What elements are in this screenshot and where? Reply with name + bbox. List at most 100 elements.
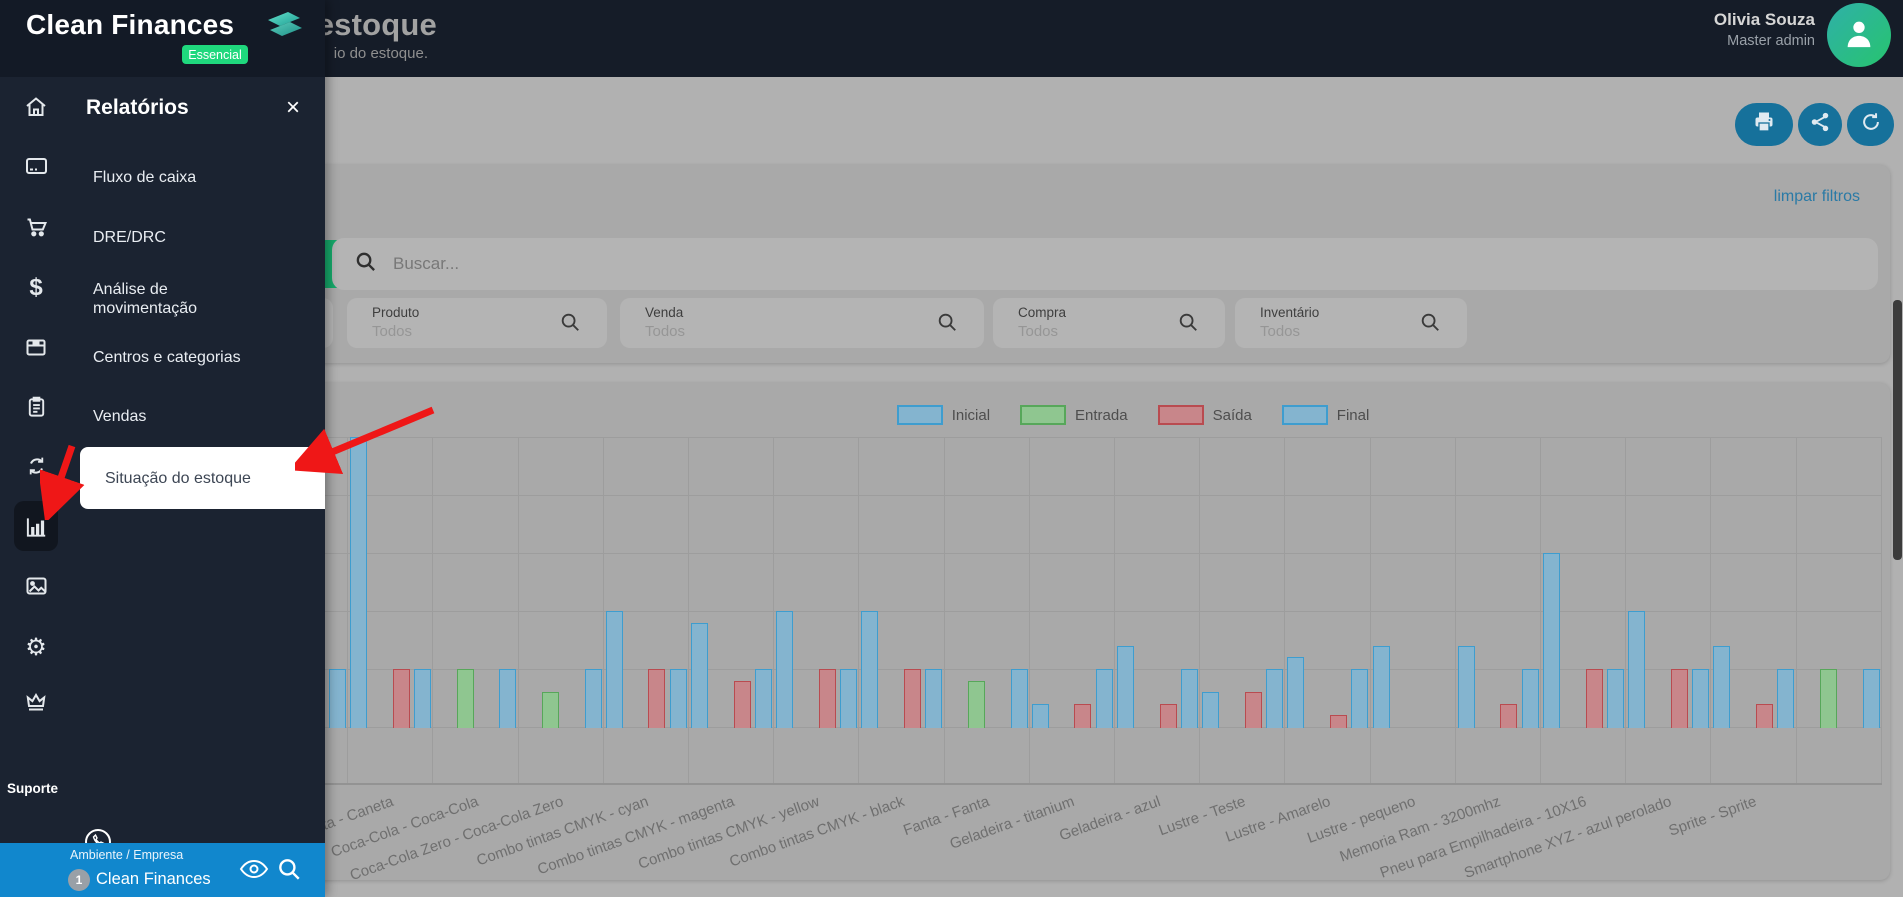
search-icon	[354, 250, 377, 278]
filter-value: Todos	[1260, 323, 1301, 340]
drawer-item-6[interactable]: Situação do estoque	[80, 447, 325, 509]
user-name: Olivia Souza	[1713, 10, 1815, 29]
gridline	[262, 437, 1882, 438]
bar-saída	[733, 680, 751, 728]
bar-saída	[1500, 703, 1518, 728]
gridline	[432, 437, 434, 783]
gridline	[347, 437, 349, 783]
drawer-item-4[interactable]: Centros e categorias	[93, 349, 241, 366]
bar-inicial	[861, 611, 879, 728]
share-button[interactable]	[1798, 103, 1842, 146]
bar-saída	[1585, 669, 1603, 728]
bar-saída	[1756, 703, 1773, 728]
bar-final	[1095, 669, 1113, 728]
sidebar-item-credit-card[interactable]	[0, 146, 72, 186]
bar-final	[499, 669, 517, 728]
drawer-item-5[interactable]: Vendas	[93, 408, 147, 425]
company-search-icon[interactable]	[276, 856, 302, 887]
bar-inicial	[691, 622, 708, 728]
legend-swatch	[896, 405, 943, 425]
svg-text:$: $	[29, 275, 43, 301]
legend-label: Entrada	[1075, 406, 1128, 424]
clear-filters-link[interactable]: limpar filtros	[1773, 188, 1860, 205]
bar-saída	[1330, 715, 1347, 728]
sidebar-item-clipboard[interactable]	[0, 387, 72, 427]
drawer-title: Relatórios	[86, 96, 189, 119]
magnifier-icon	[936, 311, 958, 338]
bar-inicial	[605, 611, 623, 728]
printer-icon	[1751, 110, 1777, 139]
filter-label: Produto	[372, 305, 420, 320]
refresh-icon	[1860, 111, 1882, 138]
sidebar-item-bar-chart[interactable]	[0, 501, 72, 551]
gridline	[1369, 437, 1371, 783]
filter-label: Venda	[645, 305, 684, 320]
sidebar-item-sync[interactable]	[0, 446, 72, 486]
search-bar[interactable]	[332, 238, 1878, 290]
search-input[interactable]	[391, 253, 1795, 275]
legend-item-entrada[interactable]: Entrada	[1020, 405, 1128, 425]
filter-value: Todos	[1018, 323, 1059, 340]
plan-badge: Essencial	[182, 45, 248, 64]
legend-label: Inicial	[951, 406, 991, 424]
gridline	[858, 437, 860, 783]
vertical-scrollbar[interactable]	[1893, 300, 1902, 560]
user-role: Master admin	[1727, 33, 1815, 49]
gridline	[262, 669, 1882, 670]
legend-swatch	[1157, 405, 1204, 425]
chart-legend: Inicial Entrada Saída Final	[718, 405, 1548, 425]
gridline	[1880, 437, 1882, 783]
drawer-item-1[interactable]: Fluxo de caixa	[93, 169, 197, 186]
bar-final	[1180, 669, 1198, 728]
bar-chart: Caneta - Caneta Coca-Cola - Coca-Cola Coca…	[178, 383, 1890, 880]
print-button[interactable]	[1735, 103, 1793, 146]
filter-label: Inventário	[1260, 305, 1320, 320]
legend-swatch	[1020, 405, 1067, 425]
sidebar-item-image[interactable]	[0, 566, 72, 606]
filter-field-produto[interactable]: Produto Todos	[347, 298, 607, 348]
bar-final	[1010, 669, 1028, 728]
close-icon[interactable]: ×	[285, 94, 300, 121]
legend-swatch	[1281, 405, 1328, 425]
filter-field-compra[interactable]: Compra Todos	[993, 298, 1225, 348]
page-subtitle: io do estoque.	[333, 45, 428, 62]
bar-saída	[818, 669, 836, 728]
logo-area: Clean Finances Essencial	[0, 0, 325, 77]
sidebar-item-gear[interactable]: ⚙	[0, 627, 72, 667]
sidebar-item-crown[interactable]	[0, 682, 72, 722]
logo-papers-icon	[262, 6, 306, 51]
bar-inicial	[1031, 703, 1049, 728]
bar-final	[328, 669, 346, 728]
company-name: Clean Finances	[96, 870, 211, 888]
sidebar-item-shopping-cart[interactable]	[0, 207, 72, 247]
drawer-item-3[interactable]: Análise de movimentação	[93, 281, 198, 317]
gridline	[262, 611, 1882, 612]
app-logo: Clean Finances	[26, 9, 235, 40]
refresh-button[interactable]	[1847, 103, 1894, 146]
legend-item-saída[interactable]: Saída	[1157, 405, 1252, 425]
environment-bar[interactable]: Ambiente / Empresa 1 Clean Finances	[0, 843, 325, 897]
sidebar-item-archive-box[interactable]	[0, 327, 72, 367]
bar-saída	[1159, 703, 1177, 728]
bar-entrada	[1819, 669, 1837, 728]
filter-value: Todos	[645, 323, 686, 340]
bar-inicial	[1543, 553, 1560, 728]
share-icon	[1809, 111, 1831, 138]
legend-item-inicial[interactable]: Inicial	[896, 405, 991, 425]
bar-final	[1606, 669, 1624, 728]
support-label: Suporte	[7, 781, 59, 796]
gridline	[1028, 437, 1030, 783]
filter-field-inventario[interactable]: Inventário Todos	[1235, 298, 1467, 348]
bar-inicial	[1457, 645, 1475, 728]
bar-saída	[1074, 703, 1092, 728]
legend-item-final[interactable]: Final	[1281, 405, 1369, 425]
gridline	[262, 727, 1882, 728]
drawer-item-2[interactable]: DRE/DRC	[93, 229, 166, 246]
bar-inicial	[1713, 645, 1731, 728]
filter-field-venda[interactable]: Venda Todos	[620, 298, 984, 348]
bar-inicial	[1287, 657, 1305, 728]
sidebar-item-home[interactable]	[0, 87, 72, 127]
user-avatar[interactable]	[1827, 3, 1891, 67]
sidebar-item-dollar[interactable]: $	[0, 268, 72, 308]
eye-icon[interactable]	[239, 857, 269, 886]
